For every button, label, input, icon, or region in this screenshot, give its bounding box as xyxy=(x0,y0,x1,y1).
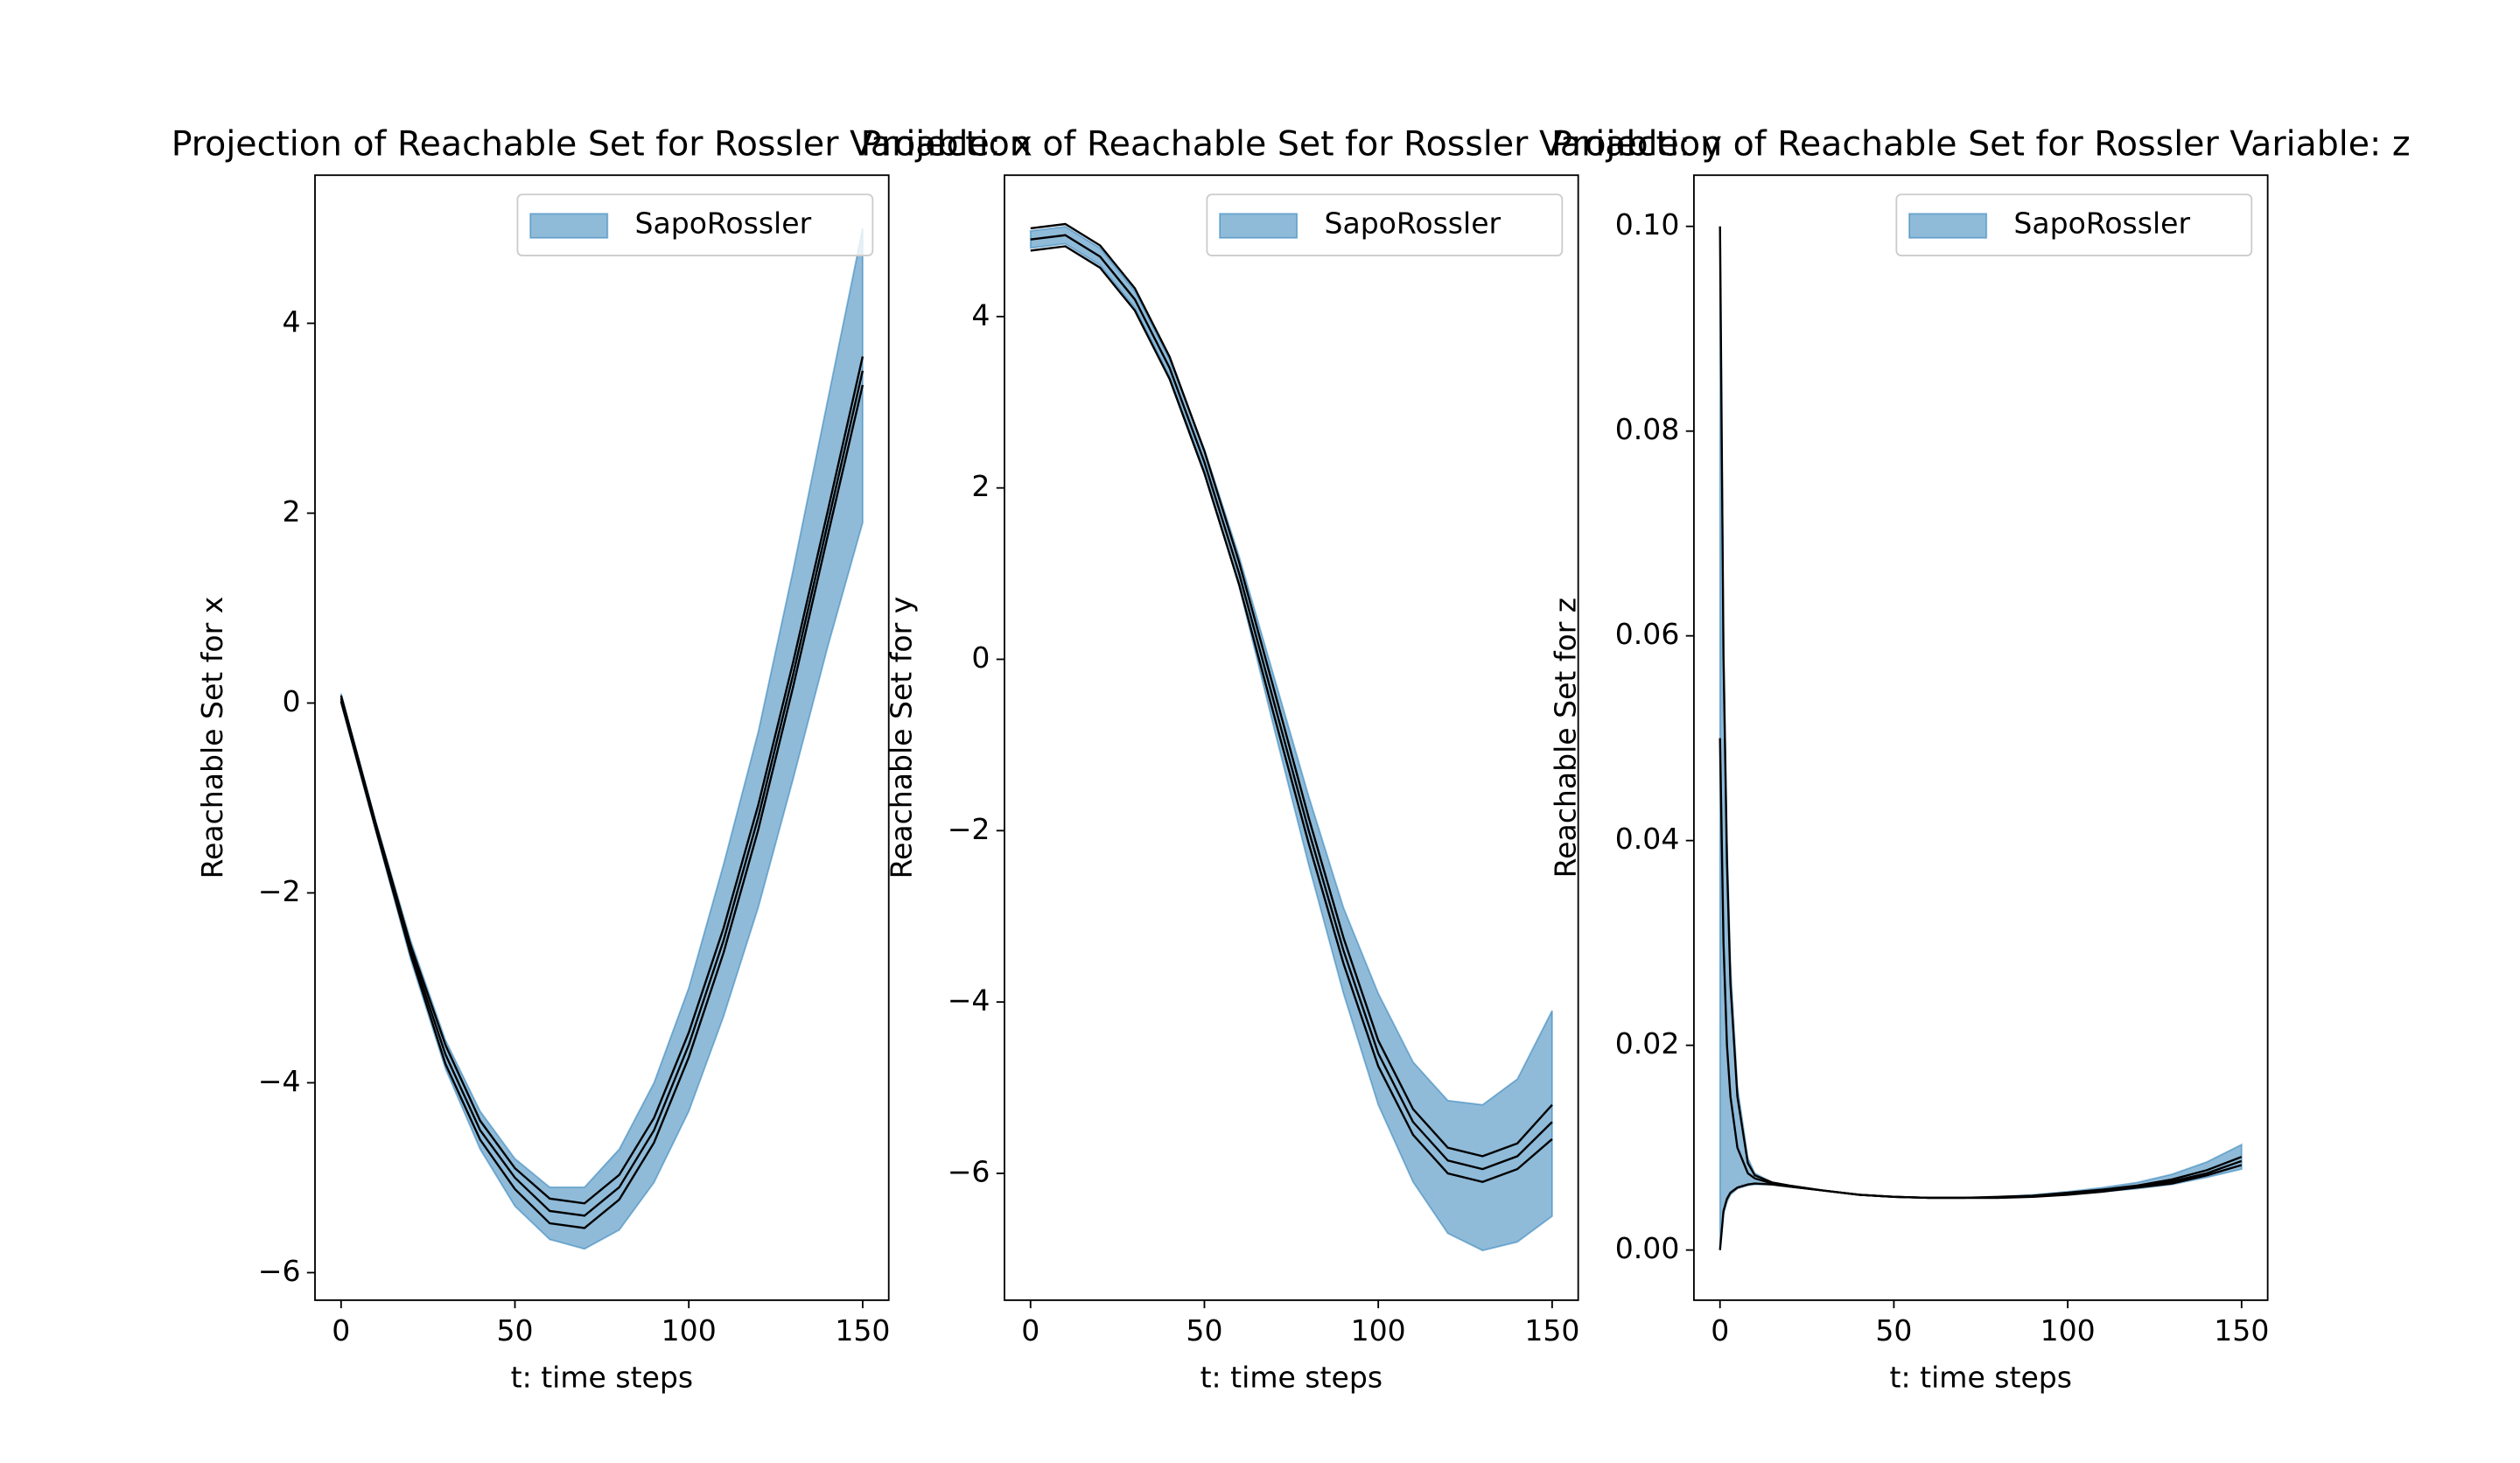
x-tick-label: 150 xyxy=(835,1313,890,1348)
y-tick-label: 2 xyxy=(282,494,300,528)
y-tick-label: 4 xyxy=(282,304,300,339)
x-tick-label: 150 xyxy=(1524,1313,1579,1348)
x-tick-label: 0 xyxy=(332,1313,350,1348)
y-tick-label: 0.00 xyxy=(1615,1231,1680,1265)
trajectory-line xyxy=(340,370,864,1217)
x-tick-label: 50 xyxy=(496,1313,533,1348)
plot-area xyxy=(340,228,864,1250)
y-tick-label: 2 xyxy=(971,469,990,503)
y-tick-label: 0.02 xyxy=(1615,1026,1680,1060)
axes-frame xyxy=(1004,174,1579,1301)
trajectory-line xyxy=(1030,234,1553,1171)
y-axis-label: Reachable Set for z xyxy=(1548,598,1582,878)
x-tick-label: 100 xyxy=(1351,1313,1406,1348)
chart-title: Projection of Reachable Set for Rossler … xyxy=(861,124,1722,164)
legend-swatch xyxy=(529,213,609,239)
y-tick-label: 0.04 xyxy=(1615,822,1680,856)
x-tick-label: 0 xyxy=(1711,1313,1729,1348)
trajectory-line xyxy=(340,384,864,1229)
y-axis-label: Reachable Set for y xyxy=(885,597,919,879)
x-axis-label: t: time steps xyxy=(1890,1360,2072,1394)
legend-label: SapoRossler xyxy=(1324,206,1501,241)
trajectory-line xyxy=(1718,226,2243,1200)
x-tick-label: 50 xyxy=(1875,1313,1912,1348)
trajectory-line xyxy=(340,356,864,1205)
axes-frame xyxy=(314,174,890,1301)
axes-frame xyxy=(1692,174,2269,1301)
x-tick-label: 150 xyxy=(2214,1313,2269,1348)
y-tick-label: 4 xyxy=(971,298,990,332)
legend-box xyxy=(1206,193,1564,256)
y-tick-label: −2 xyxy=(258,874,301,908)
y-tick-label: 0.08 xyxy=(1615,412,1680,446)
x-tick-label: 100 xyxy=(662,1313,717,1348)
y-tick-label: −4 xyxy=(948,984,990,1018)
legend-swatch xyxy=(1219,213,1298,239)
plot-area xyxy=(1718,226,2243,1250)
y-tick-label: 0.06 xyxy=(1615,617,1680,651)
y-tick-label: 0 xyxy=(282,684,300,718)
y-axis-label: Reachable Set for x xyxy=(195,597,229,879)
x-axis-label: t: time steps xyxy=(511,1360,693,1394)
legend-label: SapoRossler xyxy=(635,206,812,241)
y-tick-label: −6 xyxy=(948,1155,990,1189)
legend-swatch xyxy=(1908,213,1988,239)
chart-title: Projection of Reachable Set for Rossler … xyxy=(1551,124,2411,164)
reachable-band xyxy=(340,228,864,1250)
y-tick-label: −2 xyxy=(948,812,990,846)
x-tick-label: 0 xyxy=(1021,1313,1040,1348)
y-tick-label: 0.10 xyxy=(1615,207,1680,242)
x-tick-label: 100 xyxy=(2040,1313,2096,1348)
trajectory-line xyxy=(1718,1164,2243,1250)
reachable-band xyxy=(1029,226,1553,1252)
y-tick-label: −4 xyxy=(258,1064,301,1098)
legend-box xyxy=(516,193,874,256)
chart-title: Projection of Reachable Set for Rossler … xyxy=(172,124,1032,164)
trajectory-line xyxy=(1030,222,1553,1158)
trajectory-line xyxy=(1718,738,2243,1200)
legend-label: SapoRossler xyxy=(2013,206,2190,241)
x-axis-label: t: time steps xyxy=(1200,1360,1382,1394)
y-tick-label: −6 xyxy=(258,1254,301,1288)
trajectory-line xyxy=(1030,245,1553,1184)
y-tick-label: 0 xyxy=(971,640,990,675)
plot-area xyxy=(1029,222,1553,1252)
reachable-band xyxy=(1718,226,2243,1250)
x-tick-label: 50 xyxy=(1186,1313,1222,1348)
legend-box xyxy=(1895,193,2253,256)
